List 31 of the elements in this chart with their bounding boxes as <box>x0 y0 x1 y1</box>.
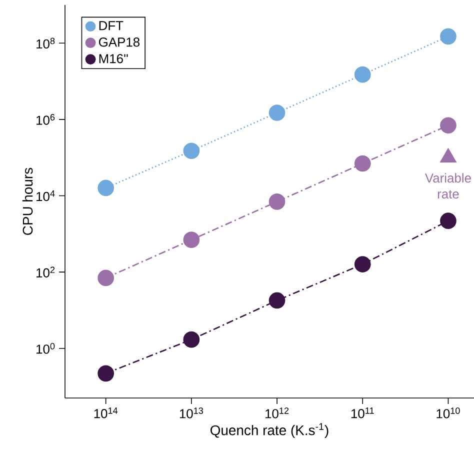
legend-label: DFT <box>99 21 124 30</box>
point <box>440 212 456 230</box>
point <box>98 365 114 382</box>
point <box>183 331 200 348</box>
x-tick-label: 10$^{13}$ <box>180 407 204 418</box>
x-axis-title: Quench rate (K.s$^{-1}$) <box>210 423 328 438</box>
y-tick-label: 10$^{6}$ <box>36 114 55 125</box>
x-tick-label: 10$^{14}$ <box>94 408 118 418</box>
point <box>98 270 114 286</box>
y-tick-label: 10$^{8}$ <box>36 38 55 49</box>
annotation: Variable rate <box>425 173 471 199</box>
x-tick-label: 10$^{10}$ <box>436 407 460 418</box>
point <box>354 256 371 272</box>
point <box>183 142 200 160</box>
point <box>268 292 286 309</box>
point <box>268 104 286 121</box>
point <box>440 117 456 134</box>
x-tick-label: 10$^{12}$ <box>266 407 289 418</box>
point <box>98 180 114 196</box>
legend-label: M16'' <box>99 54 128 64</box>
point <box>354 155 371 172</box>
y-tick-label: 10$^{0}$ <box>36 342 55 354</box>
legend-label: GAP18 <box>98 38 140 47</box>
point <box>354 66 371 83</box>
y-tick-label: 10$^{2}$ <box>36 266 55 278</box>
x-tick-label: 10$^{11}$ <box>351 408 374 418</box>
point <box>183 232 200 248</box>
y-tick-label: 10$^{4}$ <box>36 190 55 202</box>
point <box>440 28 456 45</box>
y-axis-title: CPU hours <box>22 168 33 235</box>
point <box>268 193 286 210</box>
